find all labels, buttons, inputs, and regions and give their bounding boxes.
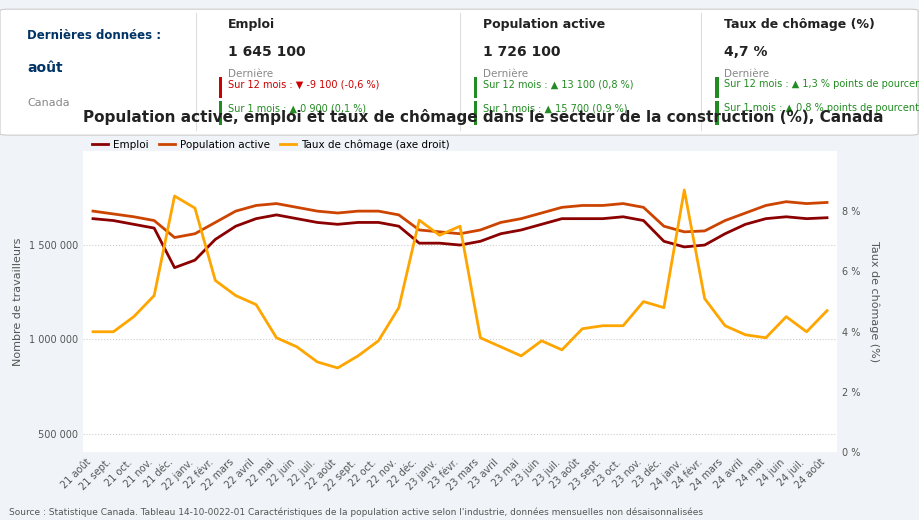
Text: Sur 12 mois : ▲ 13 100 (0,8 %): Sur 12 mois : ▲ 13 100 (0,8 %) (482, 80, 632, 89)
Y-axis label: Taux de chômage (%): Taux de chômage (%) (868, 241, 879, 362)
Text: Dernière: Dernière (482, 69, 528, 79)
Bar (219, 101, 222, 125)
Text: Dernière: Dernière (228, 69, 273, 79)
Bar (473, 101, 477, 125)
Bar (219, 77, 222, 98)
Y-axis label: Nombre de travailleurs: Nombre de travailleurs (13, 238, 23, 366)
Text: Population active: Population active (482, 18, 605, 31)
Bar (714, 101, 718, 125)
Bar (473, 77, 477, 98)
Legend: Emploi, Population active, Taux de chômage (axe droit): Emploi, Population active, Taux de chôma… (88, 135, 453, 154)
Text: Sur 1 mois : ▲ 0,8 % points de pourcentage (p.d.p.): Sur 1 mois : ▲ 0,8 % points de pourcenta… (723, 103, 919, 113)
Text: 1 645 100: 1 645 100 (228, 45, 305, 59)
Text: Sur 12 mois : ▼ -9 100 (-0,6 %): Sur 12 mois : ▼ -9 100 (-0,6 %) (228, 80, 379, 89)
Text: Sur 12 mois : ▲ 1,3 % points de pourcentage (p.d.p.): Sur 12 mois : ▲ 1,3 % points de pourcent… (723, 80, 919, 89)
Text: Dernières données :: Dernières données : (28, 29, 162, 42)
Text: Dernière: Dernière (723, 69, 768, 79)
Text: 1 726 100: 1 726 100 (482, 45, 560, 59)
Text: août: août (28, 61, 62, 75)
Bar (714, 77, 718, 98)
Text: 4,7 %: 4,7 % (723, 45, 766, 59)
Text: Population active, emploi et taux de chômage dans le secteur de la construction : Population active, emploi et taux de chô… (83, 109, 882, 125)
Text: Sur 1 mois : ▲ 15 700 (0,9 %): Sur 1 mois : ▲ 15 700 (0,9 %) (482, 103, 627, 113)
Text: Sur 1 mois : ▲ 0 900 (0,1 %): Sur 1 mois : ▲ 0 900 (0,1 %) (228, 103, 366, 113)
Text: Emploi: Emploi (228, 18, 275, 31)
Text: Canada: Canada (28, 98, 70, 108)
Text: Source : Statistique Canada. Tableau 14-10-0022-01 Caractéristiques de la popula: Source : Statistique Canada. Tableau 14-… (9, 508, 702, 517)
Text: Taux de chômage (%): Taux de chômage (%) (723, 18, 874, 31)
FancyBboxPatch shape (0, 9, 917, 135)
